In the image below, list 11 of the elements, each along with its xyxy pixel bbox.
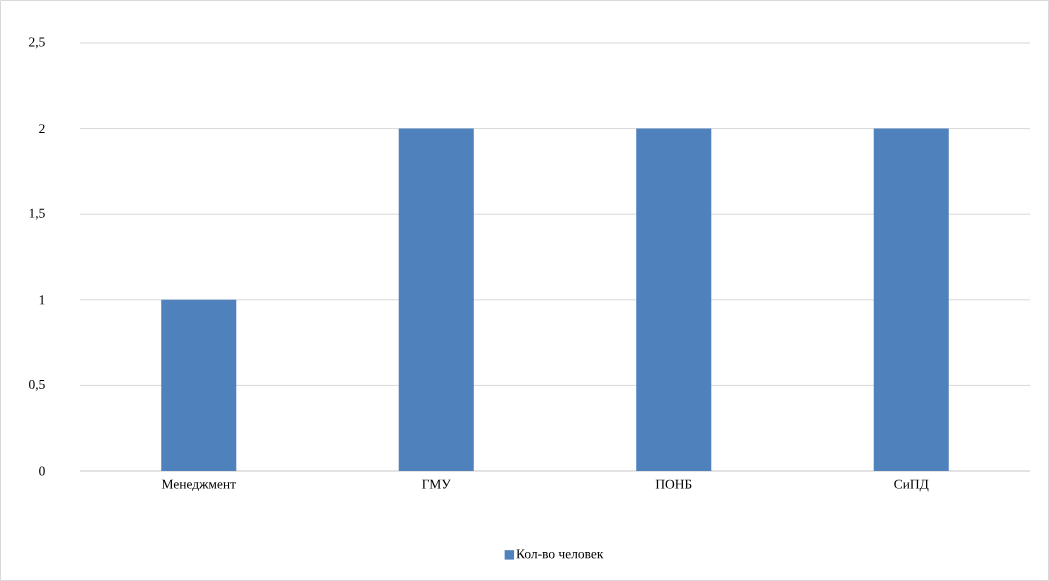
- x-tick-label: ПОНБ: [655, 479, 692, 489]
- legend-label: Кол-во человек: [516, 549, 604, 559]
- x-tick-label: СиПД: [894, 479, 929, 492]
- y-tick-label: 2: [39, 124, 45, 134]
- x-tick-label: Менеджмент: [161, 479, 236, 492]
- y-tick-label: 1,5: [29, 208, 45, 220]
- y-tick-label: 1: [39, 295, 45, 305]
- y-tick-label: 2,5: [29, 37, 45, 49]
- y-tick-label: 0: [39, 466, 45, 476]
- x-tick-label: ГМУ: [422, 479, 451, 489]
- y-tick-label: 0,5: [29, 379, 45, 391]
